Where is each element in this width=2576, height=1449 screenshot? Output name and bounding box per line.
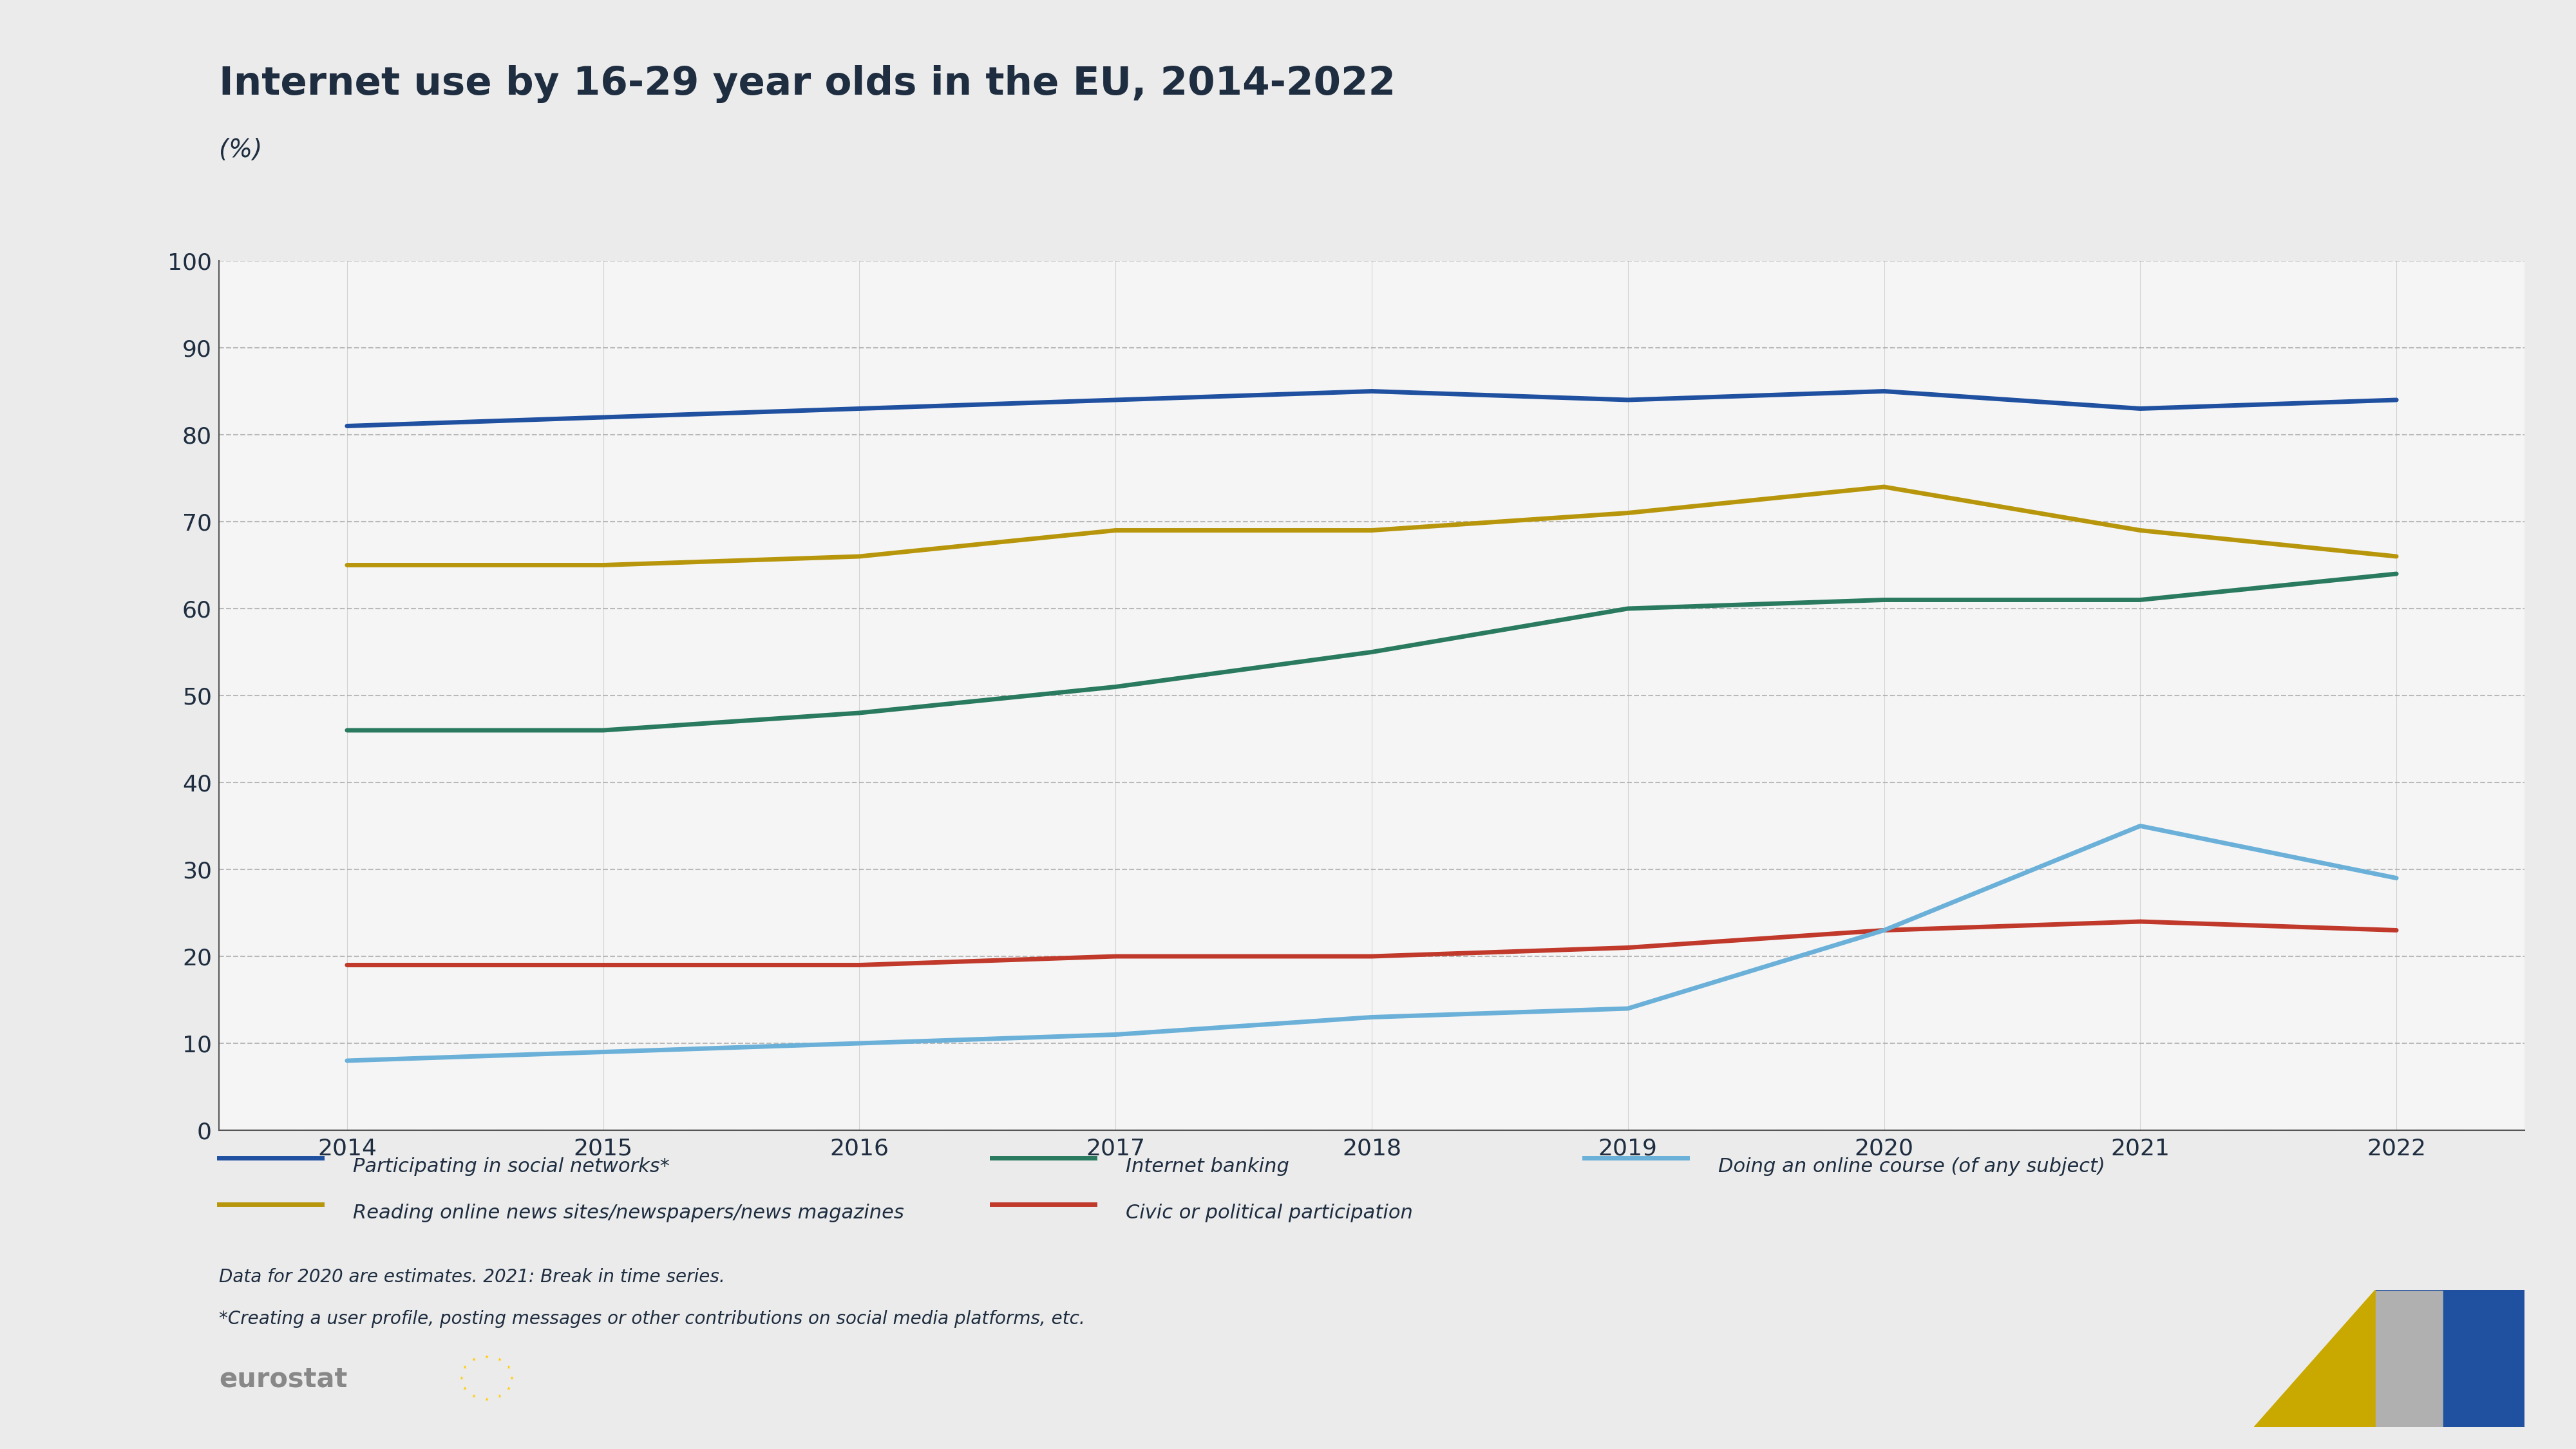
Text: *Creating a user profile, posting messages or other contributions on social medi: *Creating a user profile, posting messag… — [219, 1310, 1084, 1327]
Text: Internet use by 16-29 year olds in the EU, 2014-2022: Internet use by 16-29 year olds in the E… — [219, 65, 1396, 103]
Text: Data for 2020 are estimates. 2021: Break in time series.: Data for 2020 are estimates. 2021: Break… — [219, 1268, 724, 1285]
Text: Doing an online course (of any subject): Doing an online course (of any subject) — [1718, 1158, 2105, 1175]
Text: (%): (%) — [219, 138, 263, 162]
Text: eurostat: eurostat — [219, 1366, 348, 1392]
Text: Civic or political participation: Civic or political participation — [1126, 1204, 1412, 1222]
Polygon shape — [2375, 1290, 2442, 1427]
Text: Internet banking: Internet banking — [1126, 1158, 1288, 1175]
Text: Participating in social networks*: Participating in social networks* — [353, 1158, 670, 1175]
Polygon shape — [2375, 1290, 2524, 1427]
Text: Reading online news sites/newspapers/news magazines: Reading online news sites/newspapers/new… — [353, 1204, 904, 1222]
Polygon shape — [2254, 1290, 2375, 1427]
